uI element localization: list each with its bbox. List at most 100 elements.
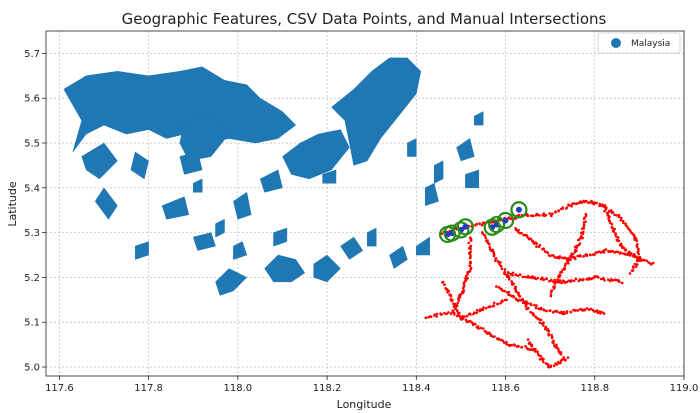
- csv-point: [607, 250, 610, 253]
- csv-point: [651, 261, 655, 265]
- csv-point: [449, 312, 453, 315]
- csv-point: [534, 306, 538, 310]
- csv-point: [503, 289, 506, 293]
- csv-point: [478, 222, 482, 226]
- intersection-point: [515, 206, 522, 213]
- csv-point: [607, 278, 610, 282]
- csv-point: [469, 239, 473, 242]
- csv-point: [440, 313, 444, 316]
- csv-point: [565, 206, 569, 209]
- malaysia-polygon: [192, 178, 203, 193]
- csv-point: [511, 283, 514, 286]
- csv-point: [469, 256, 472, 260]
- csv-point: [446, 290, 449, 294]
- polygon-layer: [63, 57, 484, 296]
- csv-point: [572, 202, 576, 205]
- csv-point: [610, 209, 613, 212]
- x-tick-label: 118.8: [580, 383, 609, 394]
- csv-point: [637, 248, 640, 251]
- y-tick-label: 5.3: [24, 228, 40, 239]
- malaysia-polygon: [407, 138, 417, 157]
- csv-point: [435, 312, 439, 316]
- malaysia-polygon: [273, 227, 288, 247]
- x-tick-label: 119.0: [670, 383, 699, 394]
- csv-point: [559, 270, 562, 274]
- csv-point: [582, 227, 585, 230]
- csv-point: [589, 253, 592, 257]
- x-tick-label: 118.0: [224, 383, 253, 394]
- csv-point: [582, 254, 585, 258]
- csv-point: [616, 236, 620, 239]
- csv-point: [575, 202, 579, 205]
- csv-point: [545, 309, 548, 313]
- csv-point: [634, 255, 638, 259]
- csv-point: [510, 344, 514, 347]
- csv-point: [626, 225, 629, 229]
- csv-point: [530, 344, 533, 348]
- csv-point: [443, 311, 446, 315]
- csv-point: [603, 279, 606, 282]
- malaysia-polygon: [322, 169, 337, 184]
- csv-point: [613, 213, 616, 217]
- csv-point: [499, 301, 502, 305]
- csv-point: [453, 313, 456, 316]
- csv-point: [619, 251, 622, 254]
- csv-point: [572, 279, 576, 283]
- csv-point: [622, 221, 625, 224]
- csv-point: [584, 220, 587, 223]
- csv-point: [539, 306, 543, 310]
- csv-point: [536, 276, 540, 280]
- csv-point: [499, 265, 503, 268]
- csv-point: [576, 254, 579, 258]
- csv-point: [581, 232, 585, 235]
- csv-point: [537, 307, 540, 311]
- csv-point: [529, 237, 532, 240]
- csv-point: [469, 254, 472, 258]
- csv-point: [560, 281, 563, 285]
- intersection-point: [462, 223, 469, 230]
- csv-point: [593, 274, 596, 278]
- csv-point: [616, 250, 619, 254]
- csv-point: [512, 295, 516, 299]
- csv-point: [633, 262, 637, 266]
- csv-point: [463, 315, 466, 318]
- malaysia-polygon: [282, 129, 350, 180]
- csv-point: [492, 254, 496, 258]
- csv-point: [533, 303, 536, 307]
- csv-point: [475, 222, 479, 226]
- csv-point: [629, 252, 633, 255]
- csv-point: [456, 301, 460, 305]
- csv-point: [505, 343, 509, 346]
- csv-point: [488, 245, 492, 249]
- csv-point: [451, 299, 454, 302]
- csv-point: [531, 275, 534, 278]
- csv-point: [617, 239, 621, 242]
- csv-point: [502, 341, 506, 344]
- y-tick-label: 5.7: [24, 49, 40, 60]
- csv-point: [550, 278, 553, 282]
- csv-point: [563, 264, 567, 267]
- csv-point: [425, 316, 428, 320]
- csv-point: [552, 287, 556, 290]
- csv-point: [585, 307, 589, 310]
- csv-point: [473, 311, 476, 315]
- csv-point: [582, 224, 586, 228]
- csv-point: [615, 235, 618, 238]
- csv-point: [549, 364, 553, 368]
- csv-point: [469, 313, 472, 316]
- y-axis-ticks: 5.0 5.1 5.2 5.3 5.4 5.5 5.6 5.7: [24, 49, 46, 374]
- csv-point: [627, 251, 630, 255]
- csv-point: [576, 309, 580, 312]
- intersection-point: [502, 217, 509, 224]
- csv-point: [464, 318, 468, 322]
- csv-point: [559, 352, 563, 356]
- csv-point: [520, 231, 523, 235]
- csv-point: [618, 280, 621, 284]
- csv-point: [622, 246, 626, 250]
- csv-point: [441, 280, 445, 284]
- csv-point: [566, 356, 570, 359]
- csv-point: [535, 242, 538, 245]
- y-tick-label: 5.0: [24, 363, 40, 374]
- csv-point: [526, 302, 530, 305]
- csv-point: [516, 274, 520, 278]
